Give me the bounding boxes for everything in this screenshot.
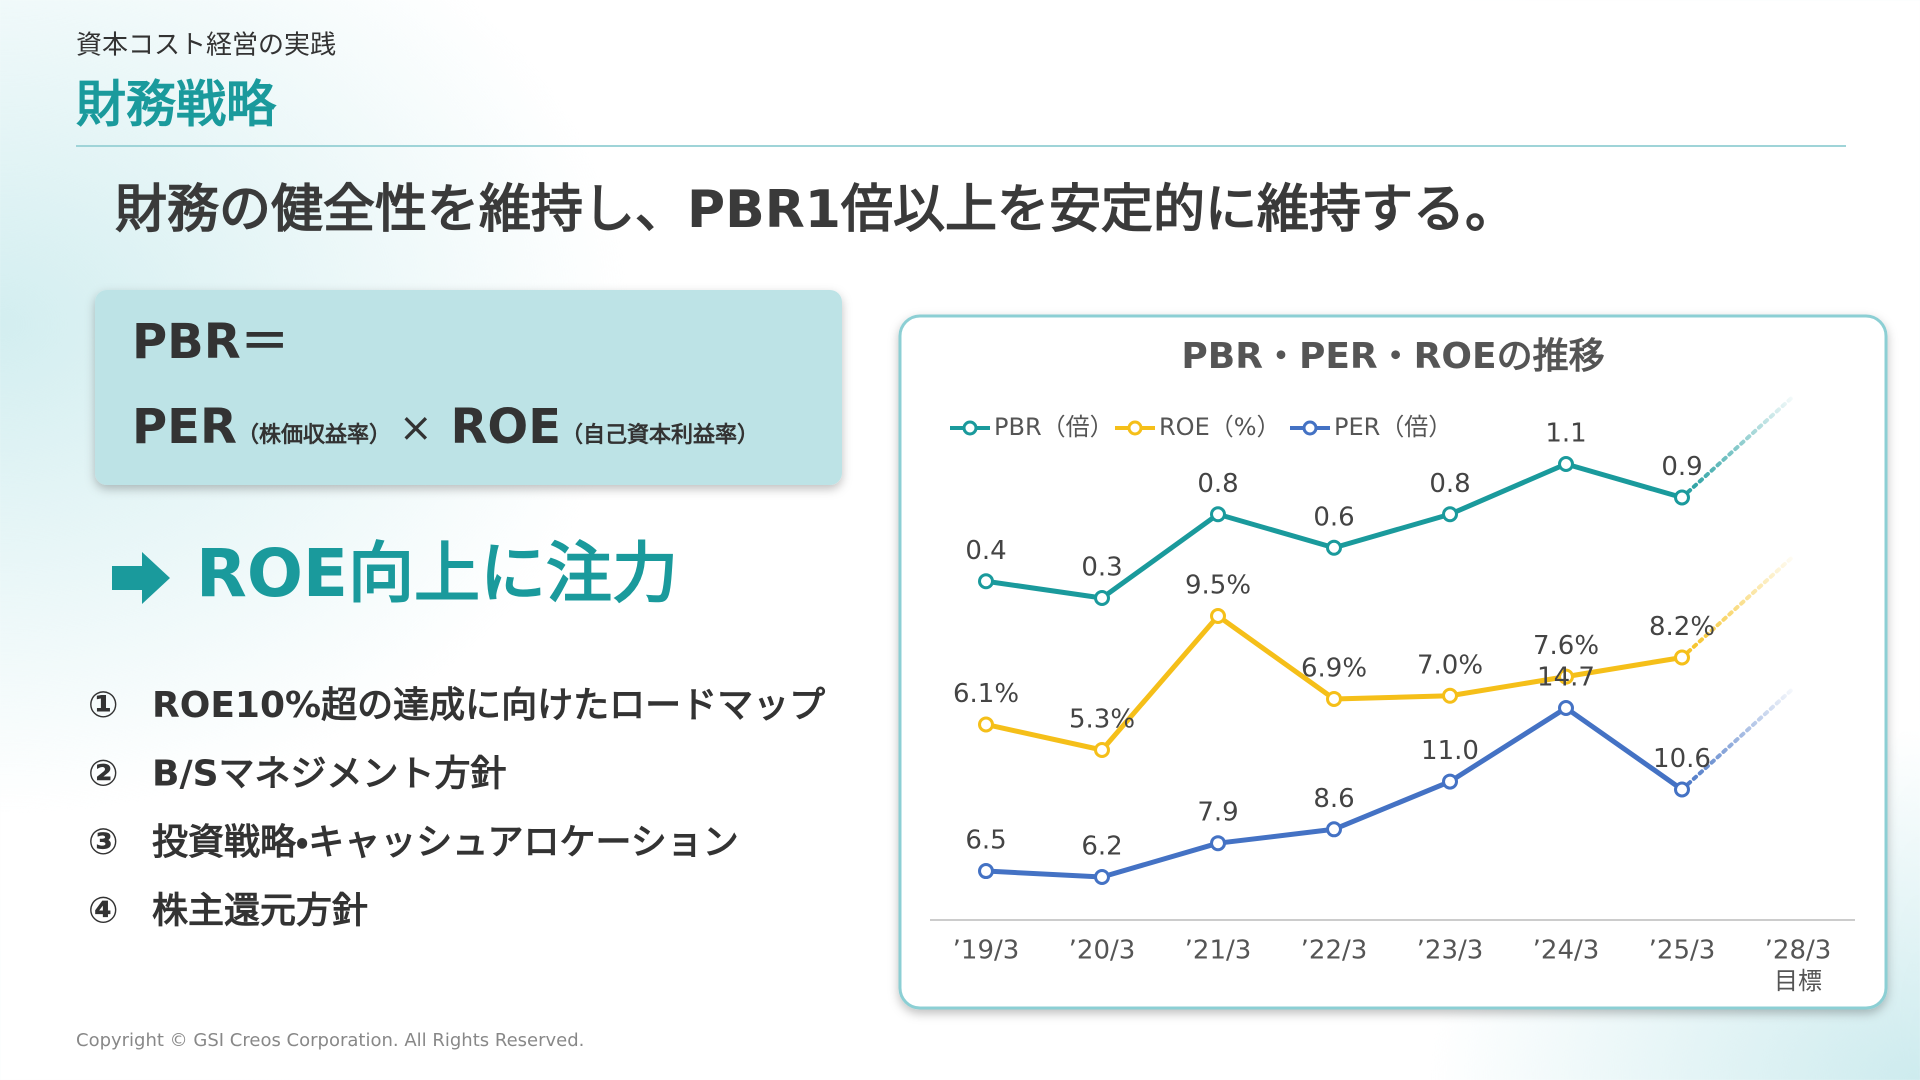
data-point — [1094, 590, 1110, 606]
section-label: 資本コスト経営の実践 — [76, 31, 336, 61]
data-label: 6.1% — [953, 679, 1019, 709]
legend-label: ROE（%） — [1159, 413, 1281, 441]
data-point — [1094, 742, 1110, 758]
data-label: 7.9 — [1197, 798, 1238, 828]
forecast-trend — [1680, 395, 1794, 500]
data-point — [1442, 687, 1458, 704]
formula-per-note: （株価収益率） — [237, 422, 391, 448]
formula-times: × — [399, 405, 433, 451]
data-point — [1442, 773, 1458, 790]
focus-arrow — [112, 552, 170, 604]
data-label: 5.3% — [1069, 705, 1135, 735]
chart: PBR・PER・ROEの推移 ’19/3 ’20/3 ’21/3 ’22/3 ’23/3 ’… — [930, 336, 1855, 995]
agenda-text: 株主還元方針 — [152, 891, 368, 932]
formula-rhs: PER（株価収益率） × ROE（自己資本利益率） — [132, 399, 759, 455]
data-point — [978, 573, 994, 590]
forecast-trend — [1680, 687, 1794, 792]
data-label: 8.6 — [1313, 784, 1354, 814]
data-label: 1.1 — [1545, 419, 1586, 449]
chart-card — [898, 314, 1888, 1010]
data-point — [1558, 700, 1574, 716]
data-label: 0.8 — [1197, 469, 1238, 499]
forecast-trend — [1680, 555, 1794, 660]
data-point — [1326, 539, 1342, 556]
legend-marker — [1127, 420, 1143, 436]
agenda-number: ② — [88, 754, 118, 795]
focus-text: ROE向上に注力 — [196, 535, 678, 612]
x-tick-label: ’19/3 — [953, 936, 1020, 966]
agenda-text: 投資戦略・キャッシュアロケーション — [152, 822, 739, 863]
legend-label: PER（倍） — [1334, 413, 1452, 441]
data-label: 0.9 — [1661, 452, 1702, 482]
legend-marker — [1302, 420, 1318, 436]
agenda-number: ④ — [88, 891, 118, 932]
data-point — [1558, 456, 1574, 472]
data-point — [1674, 489, 1690, 506]
data-point — [1442, 506, 1458, 523]
data-point — [1326, 821, 1342, 838]
data-label: 6.2 — [1081, 832, 1122, 862]
agenda-list: ① ROE10%超の達成に向けたロードマップ ② B/Sマネジメント方針 ③ 投資戦略・キ… — [88, 685, 825, 932]
target-label: 目標 — [1774, 967, 1822, 995]
x-tick-label: ’25/3 — [1649, 936, 1716, 966]
data-point — [1674, 649, 1690, 666]
legend-label: PBR（倍） — [994, 413, 1114, 441]
data-point — [978, 863, 994, 880]
data-label: 7.6% — [1533, 631, 1599, 661]
data-point — [978, 716, 994, 733]
data-point — [1326, 690, 1342, 707]
agenda-number: ③ — [88, 822, 118, 863]
page-title: 財務戦略 — [76, 76, 277, 134]
formula-per: PER — [132, 399, 237, 455]
data-label: 0.6 — [1313, 502, 1354, 532]
chart-title: PBR・PER・ROEの推移 — [1181, 336, 1604, 377]
agenda-text: B/Sマネジメント方針 — [152, 754, 507, 795]
data-point — [1210, 506, 1226, 523]
data-label: 9.5% — [1185, 571, 1251, 601]
data-label: 6.9% — [1301, 653, 1367, 683]
data-point — [1094, 869, 1110, 885]
data-label: 11.0 — [1421, 736, 1479, 766]
data-label: 10.6 — [1653, 744, 1711, 774]
formula-lhs: PBR＝ — [132, 314, 289, 370]
legend-marker — [962, 420, 978, 436]
agenda-text: ROE10%超の達成に向けたロードマップ — [152, 685, 825, 726]
data-label: 7.0% — [1417, 650, 1483, 680]
data-point — [1210, 608, 1226, 624]
x-tick-label: ’20/3 — [1069, 936, 1136, 966]
formula-box — [95, 290, 842, 485]
copyright: Copyright © GSI Creos Corporation. All R… — [76, 1030, 584, 1051]
data-point — [1558, 668, 1574, 685]
x-tick-label: ’22/3 — [1301, 936, 1368, 966]
data-label: 0.4 — [965, 536, 1006, 566]
data-label: 8.2% — [1649, 612, 1715, 642]
agenda-number: ① — [88, 685, 118, 726]
data-label: 14.7 — [1537, 663, 1595, 693]
data-label: 6.5 — [965, 826, 1006, 856]
x-tick-label: ’28/3 — [1765, 936, 1832, 966]
x-tick-label: ’24/3 — [1533, 936, 1600, 966]
headline: 財務の健全性を維持し、PBR1倍以上を安定的に維持する。 — [115, 180, 1517, 240]
data-label: 0.8 — [1429, 469, 1470, 499]
data-point — [1210, 835, 1226, 852]
x-tick-label: ’21/3 — [1185, 936, 1252, 966]
formula-roe: ROE — [450, 399, 561, 455]
data-label: 0.3 — [1081, 553, 1122, 583]
data-point — [1674, 781, 1690, 798]
x-tick-label: ’23/3 — [1417, 936, 1484, 966]
formula-roe-note: （自己資本利益率） — [561, 422, 759, 448]
